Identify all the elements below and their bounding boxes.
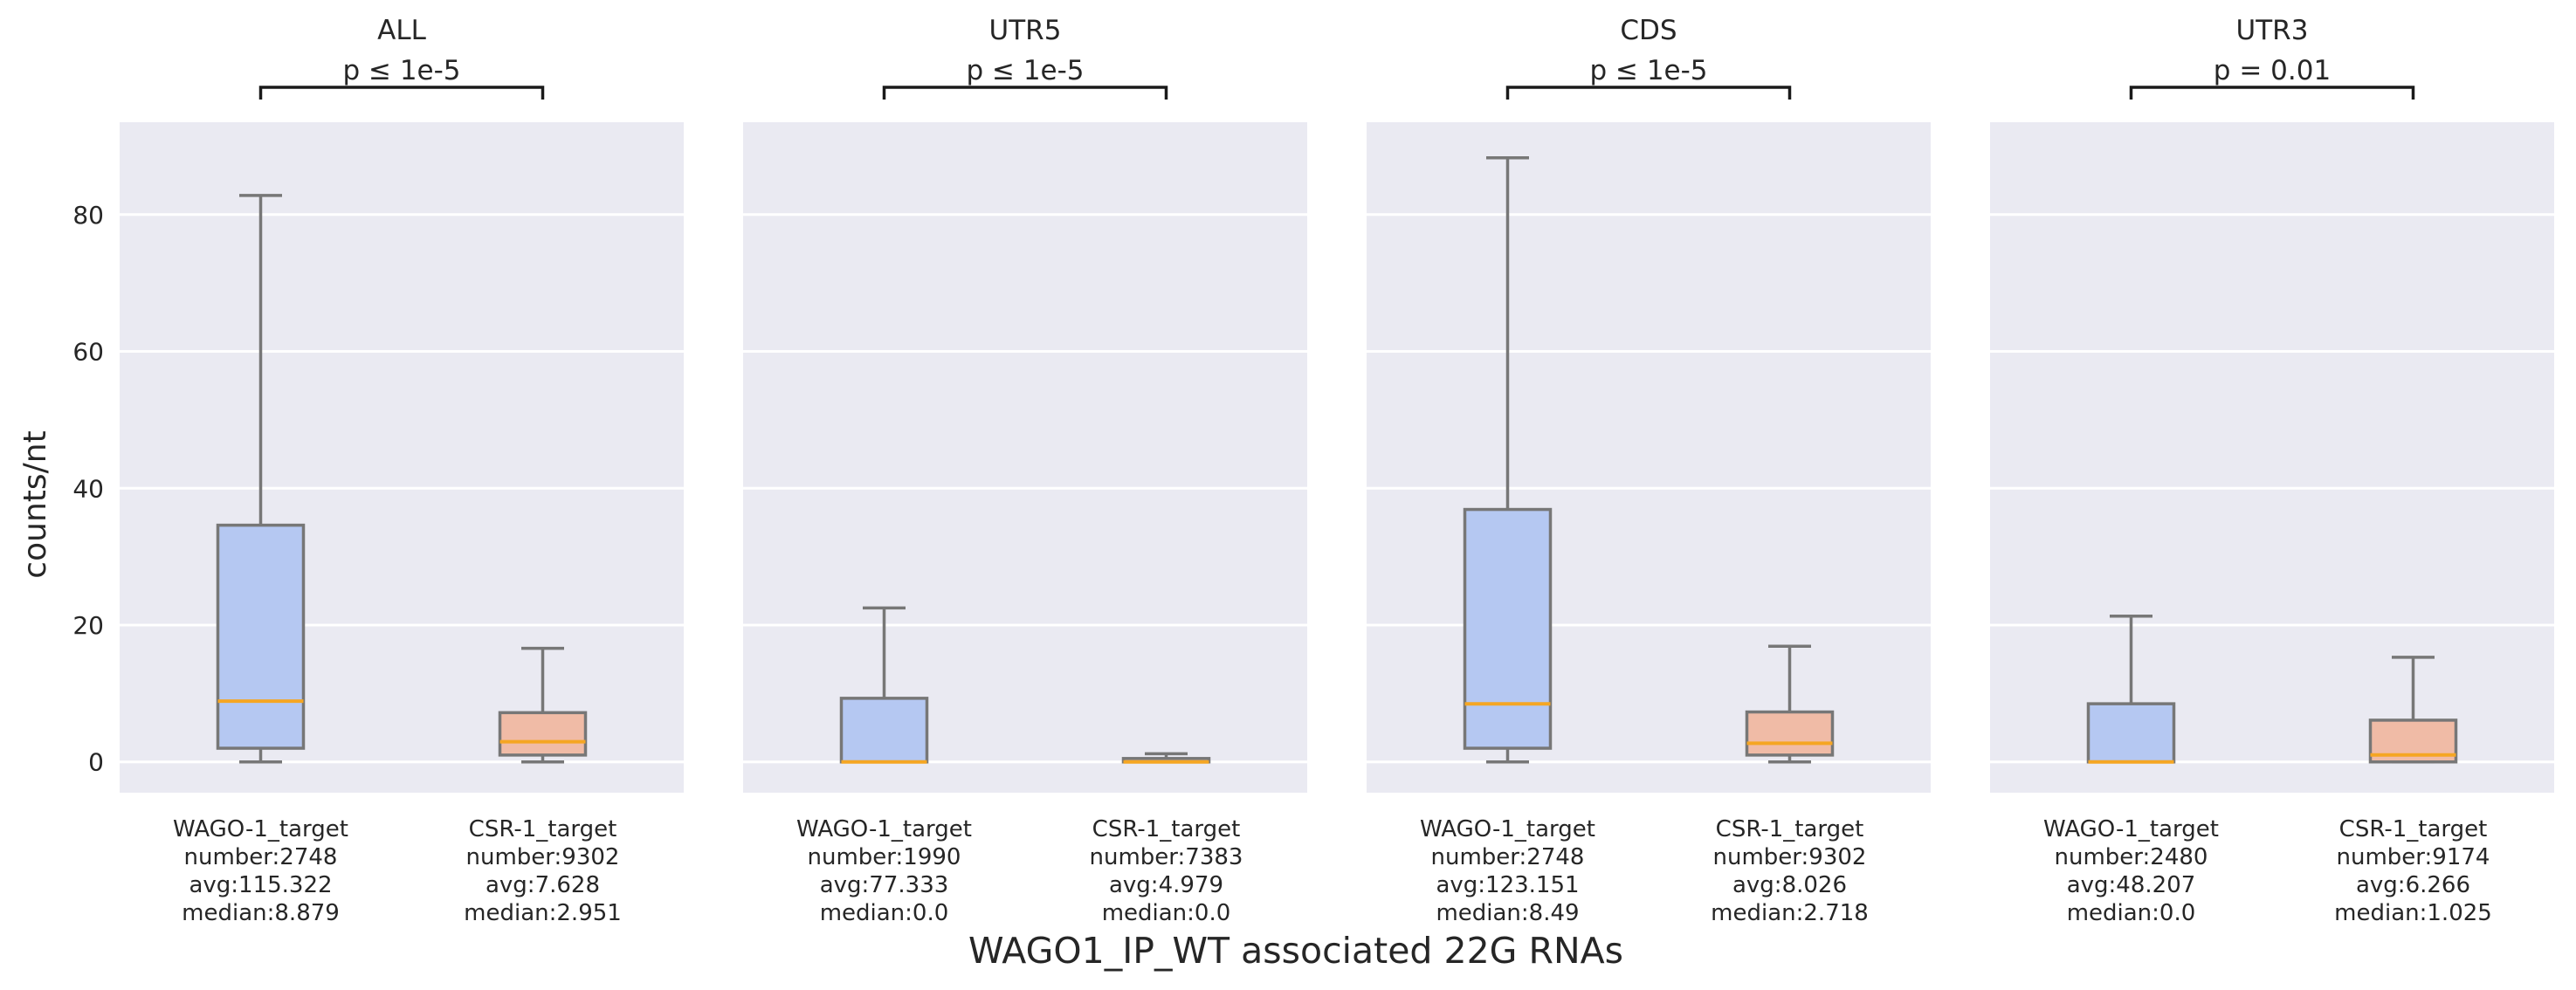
panel-cds: CDS p ≤ 1e-5 WAGO-1_targetnumber:2748avg:1… <box>1367 15 1931 926</box>
x-tick-label: avg:115.322 <box>189 872 332 898</box>
y-tick-label: 60 <box>72 338 104 367</box>
y-tick-label: 40 <box>72 474 104 503</box>
x-tick-label: CSR-1_target <box>469 816 617 842</box>
box-csr-1: CSR-1_targetnumber:9302avg:8.026median:2… <box>1711 644 1869 926</box>
plot-background <box>743 122 1307 793</box>
x-tick-label: avg:8.026 <box>1732 872 1847 898</box>
iqr-box <box>839 697 929 764</box>
x-tick-label: median:0.0 <box>1102 900 1231 926</box>
significance-bracket <box>1505 86 1792 100</box>
significance-bracket <box>258 86 545 100</box>
x-tick-label: WAGO-1_target <box>1420 816 1595 842</box>
iqr-box <box>2086 702 2176 764</box>
x-tick-label: number:1990 <box>808 844 961 870</box>
x-tick-label: number:2748 <box>1431 844 1585 870</box>
x-tick-label: median:2.718 <box>1711 900 1869 926</box>
panel-title: UTR3 <box>2236 15 2309 46</box>
box-csr-1: CSR-1_targetnumber:9302avg:7.628median:2… <box>464 646 622 926</box>
plot-background <box>1990 122 2554 793</box>
x-tick-label: avg:4.979 <box>1109 872 1223 898</box>
box-csr-1: CSR-1_targetnumber:9174avg:6.266median:1… <box>2334 656 2492 926</box>
p-value-label: p ≤ 1e-5 <box>1589 55 1707 86</box>
panel-title: ALL <box>377 15 426 46</box>
iqr-box <box>1463 507 1553 750</box>
y-tick-label: 20 <box>72 611 104 640</box>
x-tick-label: avg:48.207 <box>2067 872 2196 898</box>
y-axis-label: counts/nt <box>17 430 53 578</box>
x-axis-label: WAGO1_IP_WT associated 22G RNAs <box>968 930 1623 972</box>
x-tick-label: avg:7.628 <box>486 872 600 898</box>
x-tick-label: number:9174 <box>2337 844 2490 870</box>
box-wago-1: WAGO-1_targetnumber:1990avg:77.333median… <box>796 606 972 926</box>
p-value-label: p = 0.01 <box>2214 55 2331 86</box>
x-tick-label: median:0.0 <box>820 900 949 926</box>
panel-title: UTR5 <box>989 15 1062 46</box>
iqr-box <box>498 711 588 757</box>
box-wago-1: WAGO-1_targetnumber:2748avg:123.151media… <box>1420 156 1595 926</box>
x-tick-label: number:2480 <box>2055 844 2208 870</box>
x-tick-label: number:2748 <box>184 844 338 870</box>
box-csr-1: CSR-1_targetnumber:7383avg:4.979median:0… <box>1090 752 1243 926</box>
plot-background <box>120 122 684 793</box>
significance-bracket <box>882 86 1168 100</box>
x-tick-label: median:2.951 <box>464 900 622 926</box>
p-value-label: p ≤ 1e-5 <box>342 55 460 86</box>
y-tick-label: 80 <box>72 201 104 230</box>
x-tick-label: median:8.879 <box>182 900 340 926</box>
x-tick-label: median:0.0 <box>2067 900 2196 926</box>
x-tick-label: number:9302 <box>1713 844 1867 870</box>
x-tick-label: avg:77.333 <box>820 872 949 898</box>
plot-background <box>1367 122 1931 793</box>
panel-title: CDS <box>1620 15 1677 46</box>
x-tick-label: number:7383 <box>1090 844 1243 870</box>
box-wago-1: WAGO-1_targetnumber:2480avg:48.207median… <box>2043 615 2219 926</box>
x-tick-label: WAGO-1_target <box>796 816 972 842</box>
x-tick-label: median:8.49 <box>1436 900 1579 926</box>
box-wago-1: WAGO-1_targetnumber:2748avg:115.322media… <box>173 194 348 926</box>
iqr-box <box>216 523 306 750</box>
p-value-label: p ≤ 1e-5 <box>966 55 1084 86</box>
x-tick-label: CSR-1_target <box>2339 816 2488 842</box>
x-tick-label: number:9302 <box>466 844 620 870</box>
iqr-box <box>1745 710 1835 757</box>
x-tick-label: median:1.025 <box>2334 900 2492 926</box>
x-tick-label: CSR-1_target <box>1092 816 1241 842</box>
x-tick-label: WAGO-1_target <box>173 816 348 842</box>
y-tick-label: 0 <box>88 748 104 777</box>
x-tick-label: WAGO-1_target <box>2043 816 2219 842</box>
significance-bracket <box>2129 86 2415 100</box>
x-tick-label: avg:123.151 <box>1436 872 1579 898</box>
x-tick-label: avg:6.266 <box>2356 872 2470 898</box>
x-tick-label: CSR-1_target <box>1716 816 1864 842</box>
